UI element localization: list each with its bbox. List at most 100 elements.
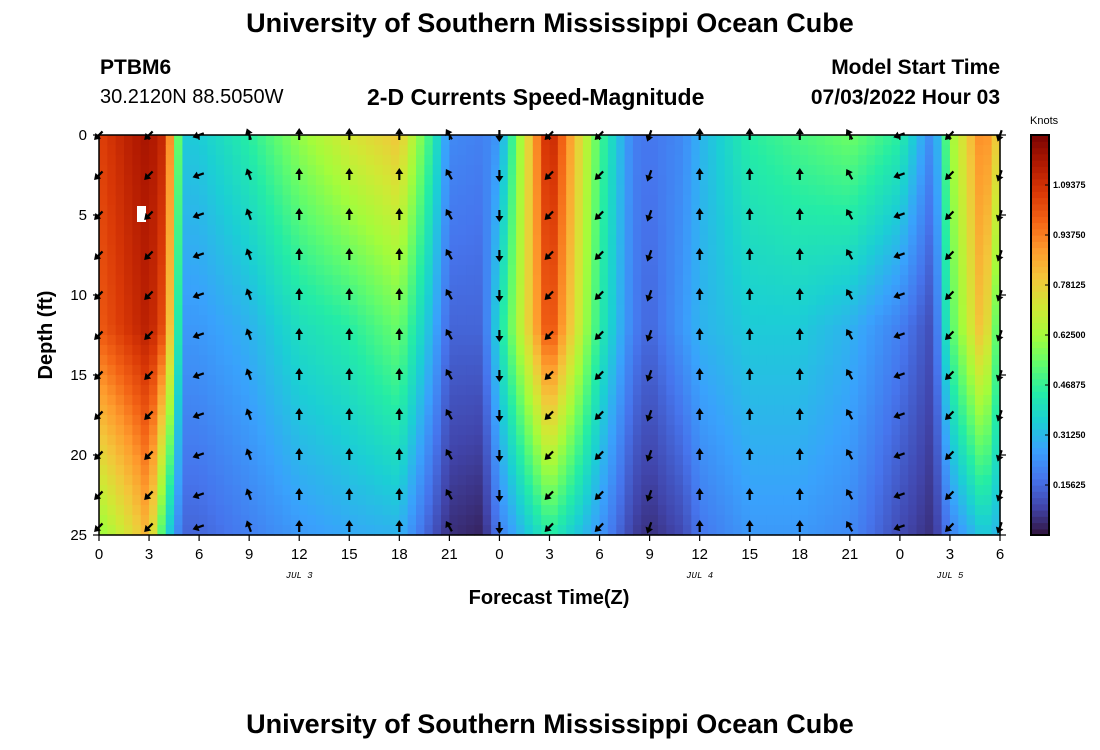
heatmap-cell <box>549 215 559 226</box>
heatmap-cell <box>282 175 292 186</box>
heatmap-cell <box>357 135 367 146</box>
heatmap-cell <box>365 455 375 466</box>
current-vector-arrow <box>94 170 104 180</box>
heatmap-cell <box>624 365 634 376</box>
heatmap-cell <box>899 385 909 396</box>
heatmap-cell <box>382 365 392 376</box>
heatmap-cell <box>115 255 125 266</box>
heatmap-cell <box>641 305 651 316</box>
heatmap-cell <box>582 265 592 276</box>
heatmap-cell <box>574 245 584 256</box>
heatmap-cell <box>724 285 734 296</box>
heatmap-cell <box>332 235 342 246</box>
heatmap-cell <box>424 505 434 516</box>
heatmap-cell <box>874 395 884 406</box>
heatmap-cell <box>182 285 192 296</box>
heatmap-cell <box>224 505 234 516</box>
heatmap-cell <box>140 355 150 366</box>
heatmap-cell <box>758 215 767 226</box>
heatmap-cell <box>816 215 826 226</box>
arrow-head <box>594 172 602 180</box>
heatmap-cell <box>749 195 759 206</box>
heatmap-cell <box>315 245 325 256</box>
heatmap-cell <box>524 185 534 196</box>
heatmap-cell <box>974 235 984 246</box>
heatmap-cell <box>758 145 767 156</box>
heatmap-cell <box>758 325 767 336</box>
heatmap-cell <box>474 495 484 506</box>
heatmap-cell <box>432 385 442 396</box>
heatmap-cell <box>441 525 450 536</box>
heatmap-cell <box>441 205 450 216</box>
heatmap-cell <box>432 465 442 476</box>
heatmap-cell <box>424 275 434 286</box>
heatmap-cell <box>949 215 959 226</box>
heatmap-cell <box>307 285 317 296</box>
heatmap-cell <box>274 355 284 366</box>
heatmap-cell <box>758 315 767 326</box>
heatmap-cell <box>174 465 184 476</box>
heatmap-cell <box>924 365 934 376</box>
arrow-head <box>192 251 200 260</box>
heatmap-cell <box>174 325 184 336</box>
heatmap-cell <box>207 215 217 226</box>
heatmap-cell <box>741 345 751 356</box>
heatmap-cell <box>941 335 951 346</box>
arrow-head <box>192 371 200 380</box>
heatmap-cell <box>165 275 175 286</box>
heatmap-cell <box>207 245 217 256</box>
heatmap-cell <box>966 355 976 366</box>
heatmap-cell <box>224 225 234 236</box>
heatmap-cell <box>240 495 250 506</box>
heatmap-cell <box>566 155 576 166</box>
current-vector-arrow <box>845 488 854 500</box>
heatmap-cell <box>190 475 200 486</box>
heatmap-cell <box>824 505 834 516</box>
heatmap-cell <box>449 425 459 436</box>
heatmap-cell <box>265 275 275 286</box>
heatmap-cell <box>407 435 417 446</box>
heatmap-cell <box>257 485 267 496</box>
heatmap-cell <box>808 375 818 386</box>
heatmap-cell <box>783 135 793 146</box>
heatmap-cell <box>224 295 234 306</box>
heatmap-cell <box>232 315 242 326</box>
heatmap-cell <box>215 445 225 456</box>
heatmap-cell <box>466 435 476 446</box>
current-vector-arrow <box>944 250 955 260</box>
heatmap-cell <box>457 235 467 246</box>
heatmap-cell <box>891 165 901 176</box>
arrow-head <box>594 212 602 220</box>
heatmap-cell <box>507 325 517 336</box>
heatmap-cell <box>774 135 784 146</box>
heatmap-cell <box>716 375 726 386</box>
heatmap-cell <box>808 155 818 166</box>
heatmap-cell <box>215 225 225 236</box>
heatmap-cell <box>774 235 784 246</box>
heatmap-cell <box>791 455 801 466</box>
heatmap-cell <box>507 345 517 356</box>
heatmap-cell <box>482 355 492 366</box>
arrow-head <box>245 248 253 256</box>
heatmap-cell <box>466 175 476 186</box>
heatmap-cell <box>908 465 918 476</box>
current-vector-arrow <box>594 450 604 460</box>
heatmap-cell <box>457 405 467 416</box>
heatmap-cell <box>532 215 542 226</box>
heatmap-cell <box>741 155 751 166</box>
heatmap-cell <box>140 435 150 446</box>
heatmap-cell <box>891 525 901 536</box>
heatmap-cell <box>324 155 334 166</box>
heatmap-cell <box>365 465 375 476</box>
heatmap-cell <box>532 265 542 276</box>
heatmap-cell <box>708 455 717 466</box>
heatmap-cell <box>941 255 951 266</box>
heatmap-cell <box>249 285 259 296</box>
heatmap-cell <box>716 255 726 266</box>
heatmap-cell <box>232 425 242 436</box>
heatmap-cell <box>532 355 542 366</box>
arrow-head <box>445 128 453 137</box>
current-vector-arrow <box>192 411 205 420</box>
heatmap-cell <box>849 525 859 536</box>
heatmap-cell <box>282 445 292 456</box>
